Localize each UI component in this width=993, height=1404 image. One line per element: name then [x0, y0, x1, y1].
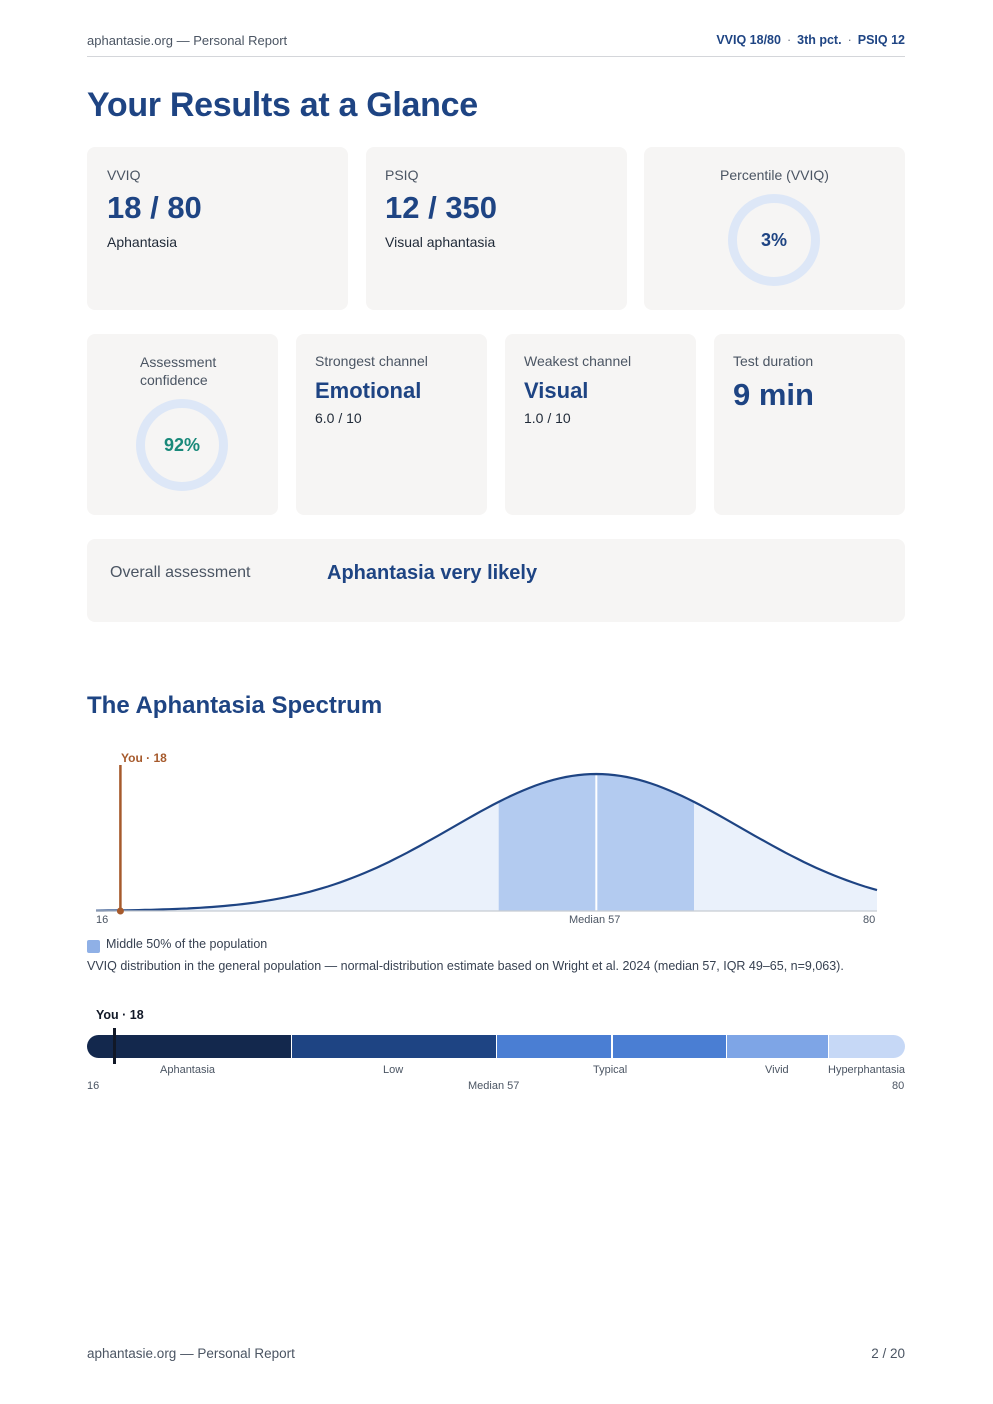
weakest-channel-value: Visual — [524, 378, 589, 403]
vviq-label: VVIQ — [107, 167, 141, 183]
percentile-card: Percentile (VVIQ) 3% — [644, 147, 905, 310]
legend-label: Middle 50% of the population — [106, 937, 268, 951]
confidence-card: Assessment confidence 92% — [87, 334, 278, 515]
strongest-channel-card: Strongest channel Emotional 6.0 / 10 — [296, 334, 487, 515]
band-label-typical: Typical — [593, 1064, 628, 1076]
bar-median-tick — [611, 1035, 613, 1058]
psiq-category: Visual aphantasia — [385, 234, 496, 250]
axis-min-label: 16 — [96, 914, 109, 926]
header-percentile: 3th pct. — [797, 33, 842, 47]
footer-site-title: aphantasie.org — Personal Report — [87, 1346, 295, 1361]
overall-assessment-value: Aphantasia very likely — [327, 562, 538, 584]
confidence-label: Assessment confidence — [140, 354, 217, 388]
bar-max-label: 80 — [892, 1080, 905, 1092]
header-separator: · — [786, 33, 792, 47]
band-hyperphantasia — [828, 1035, 905, 1058]
strongest-channel-value: Emotional — [315, 378, 422, 403]
axis-median-label: Median 57 — [569, 914, 621, 926]
bar-median-label: Median 57 — [468, 1080, 520, 1092]
band-vivid — [726, 1035, 828, 1058]
curve-area — [96, 774, 877, 911]
axis-max-label: 80 — [863, 914, 876, 926]
weakest-channel-label: Weakest channel — [524, 353, 632, 369]
header-site-title: aphantasie.org — Personal Report — [87, 33, 288, 48]
band-aphantasia — [87, 1035, 291, 1058]
duration-card: Test duration 9 min — [714, 334, 905, 515]
percentile-ring: 3% — [728, 194, 820, 286]
weakest-channel-score: 1.0 / 10 — [524, 410, 571, 426]
weakest-channel-card: Weakest channel Visual 1.0 / 10 — [505, 334, 696, 515]
you-marker-label: You · 18 — [121, 751, 167, 765]
spectrum-chart: You · 18 — [95, 751, 878, 915]
strongest-channel-label: Strongest channel — [315, 353, 428, 369]
chart-caption: VVIQ distribution in the general populat… — [87, 959, 844, 973]
overall-assessment-label: Overall assessment — [110, 564, 251, 581]
header-vviq: VVIQ 18/80 — [716, 33, 781, 47]
band-label-vivid: Vivid — [765, 1064, 789, 1076]
bar-you-marker — [113, 1028, 116, 1064]
duration-label: Test duration — [733, 353, 814, 369]
psiq-label: PSIQ — [385, 167, 419, 183]
you-marker-dot — [116, 907, 124, 915]
band-low — [291, 1035, 496, 1058]
spectrum-title: The Aphantasia Spectrum — [87, 692, 383, 719]
vviq-score: 18 / 80 — [107, 190, 202, 225]
band-label-hyperphantasia: Hyperphantasia — [828, 1064, 906, 1076]
band-label-low: Low — [383, 1064, 404, 1076]
percentile-label: Percentile (VVIQ) — [720, 167, 829, 183]
vviq-category: Aphantasia — [107, 234, 178, 250]
page-title: Your Results at a Glance — [87, 86, 478, 124]
psiq-card: PSIQ 12 / 350 Visual aphantasia — [366, 147, 627, 310]
percentile-value: 3% — [760, 229, 787, 250]
header-psiq: PSIQ 12 — [857, 33, 905, 47]
header-separator: · — [847, 33, 852, 47]
confidence-value: 92% — [163, 434, 201, 455]
strongest-channel-score: 6.0 / 10 — [315, 410, 362, 426]
duration-value: 9 min — [733, 377, 814, 412]
band-label-aphantasia: Aphantasia — [160, 1064, 216, 1076]
page-header: aphantasie.org — Personal Report VVIQ 18… — [87, 33, 905, 57]
legend-swatch — [87, 940, 100, 953]
bar-min-label: 16 — [87, 1080, 100, 1092]
confidence-ring: 92% — [136, 399, 228, 491]
bar-you-label: You · 18 — [96, 1008, 144, 1022]
psiq-score: 12 / 350 — [385, 190, 498, 225]
footer-page-number: 2 / 20 — [871, 1346, 905, 1361]
header-score-summary: VVIQ 18/80 · 3th pct. · PSIQ 12 — [716, 33, 905, 47]
distribution-curve — [95, 772, 878, 912]
overall-assessment-card: Overall assessment Aphantasia very likel… — [87, 539, 905, 622]
spectrum-bar — [87, 1035, 905, 1058]
vviq-card: VVIQ 18 / 80 Aphantasia — [87, 147, 348, 310]
